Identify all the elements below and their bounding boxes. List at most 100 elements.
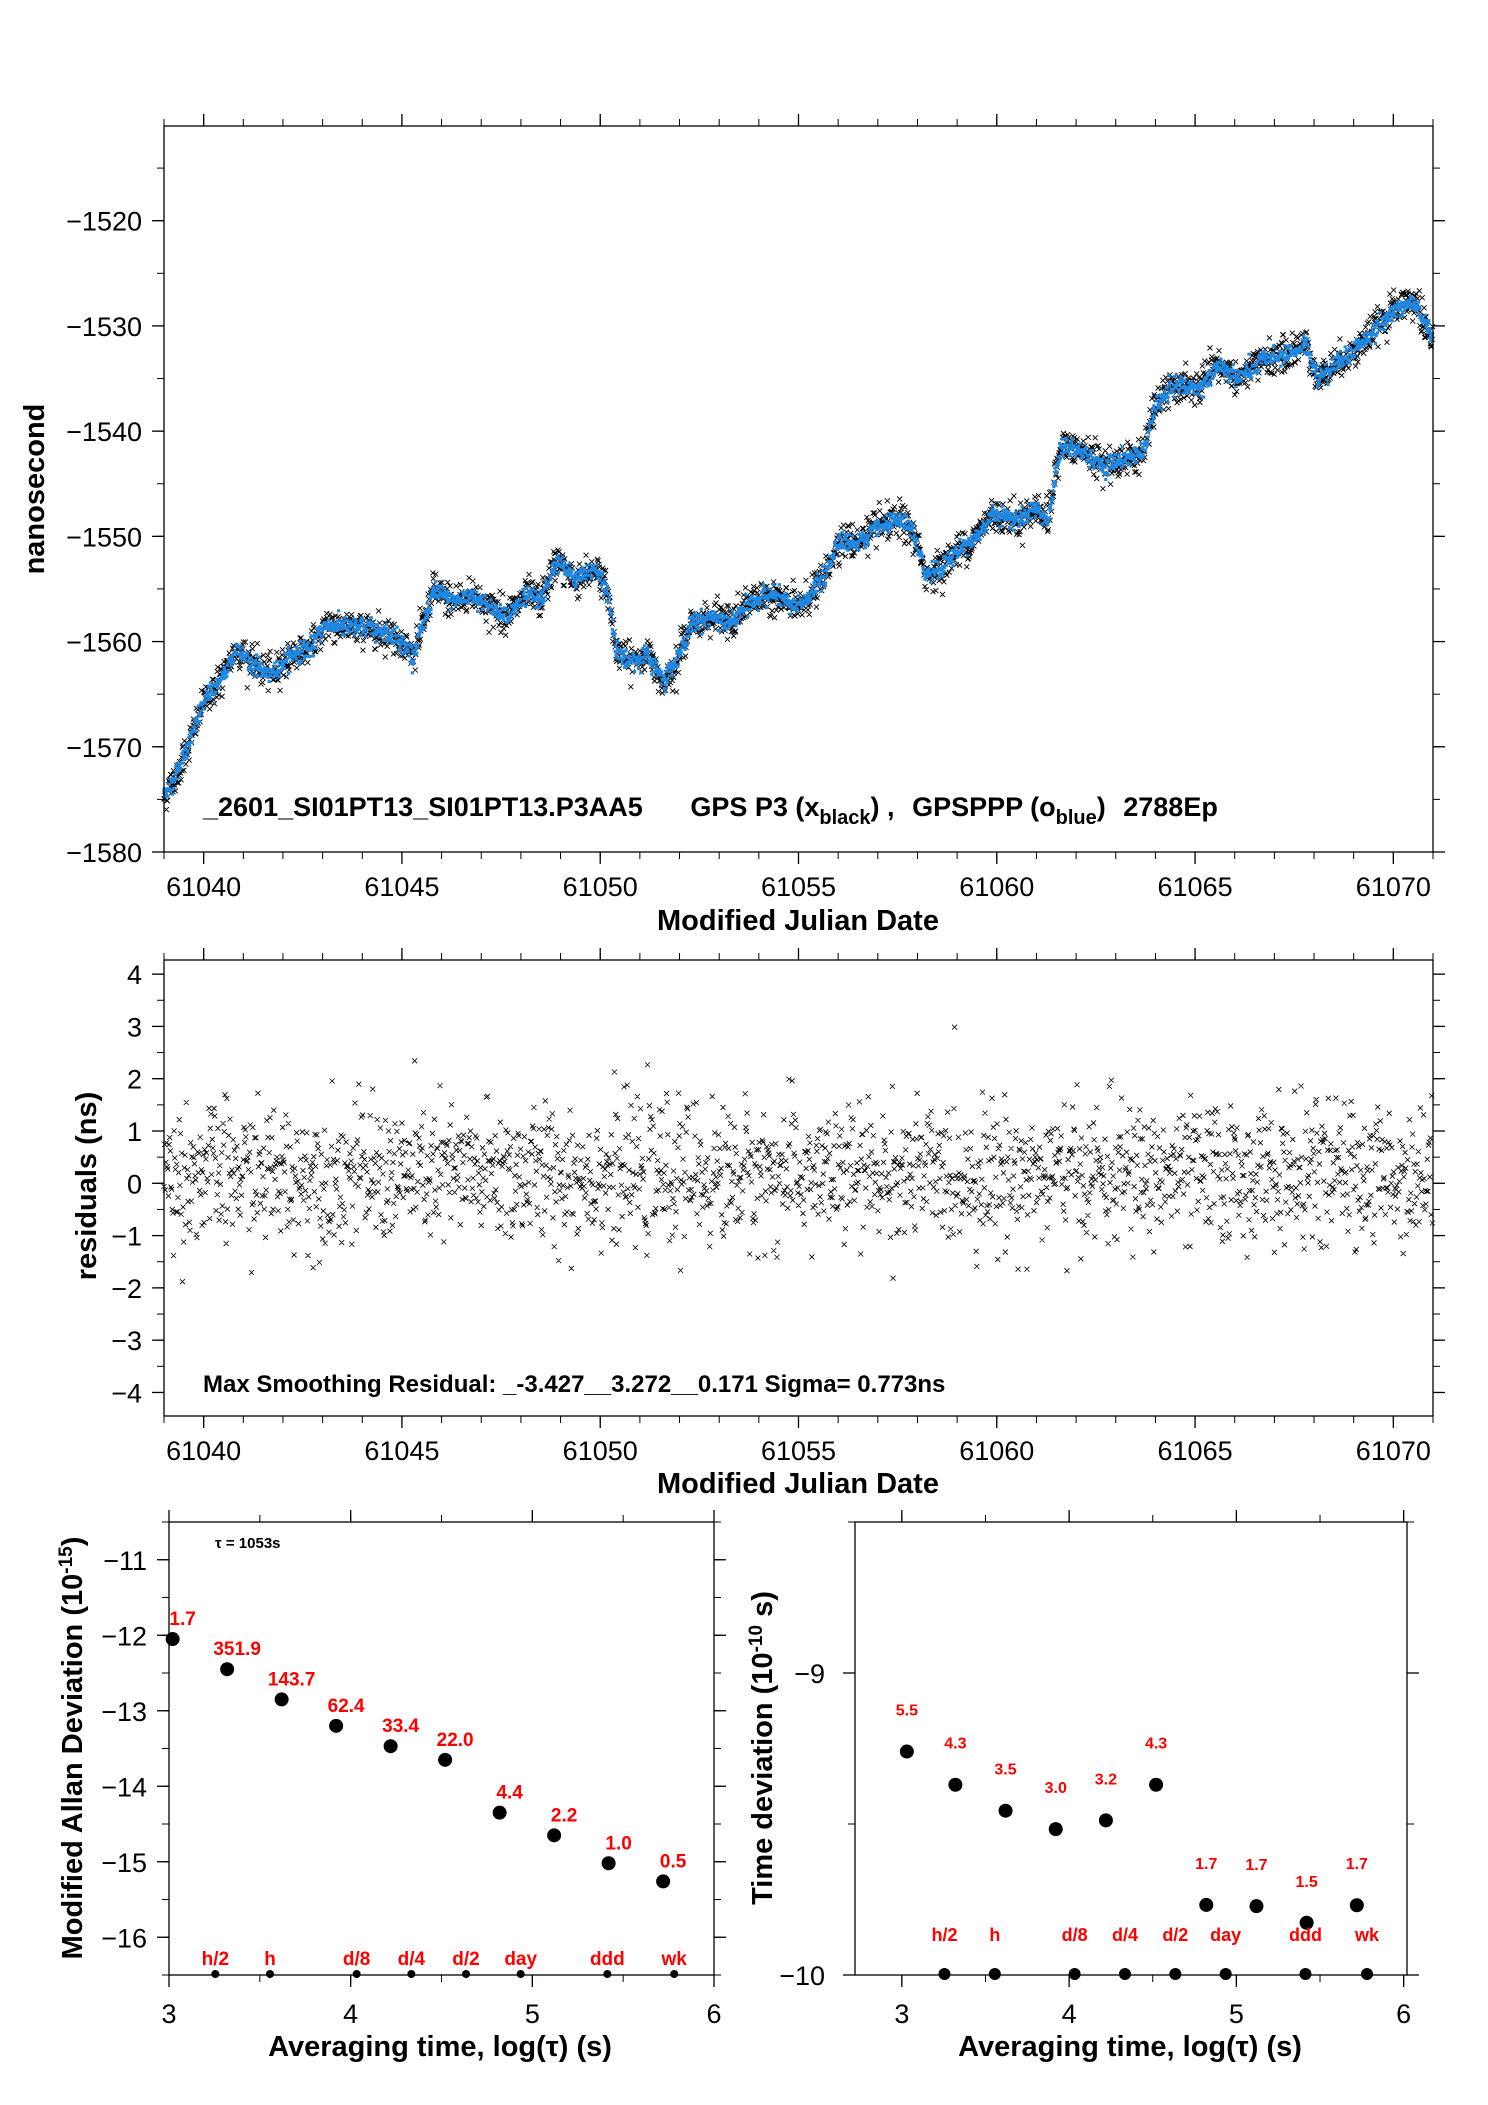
y-tick-label: −15 bbox=[101, 1848, 147, 1878]
x-tick-label: 61060 bbox=[959, 1436, 1034, 1466]
x-tick-label: 61070 bbox=[1356, 872, 1431, 902]
tdev-chart: 3 4 5 6 −9 −10 5.5 4.3 3.5 3.0 3.2 4.3 1.7 1.7 1.5 1.7… bbox=[746, 1510, 1419, 2063]
data-point bbox=[1249, 1899, 1264, 1914]
data-point bbox=[220, 1662, 235, 1677]
point-label: 4.4 bbox=[496, 1783, 523, 1804]
time-marker-label: d/2 bbox=[1162, 1925, 1188, 1945]
data-point bbox=[438, 1752, 453, 1767]
y-tick-label: −1530 bbox=[66, 312, 142, 342]
point-label: 3.0 bbox=[1045, 1780, 1067, 1797]
time-marker-label: d/8 bbox=[1062, 1925, 1088, 1945]
point-label: 4.3 bbox=[944, 1736, 966, 1753]
mdev-y-axis-label: Modified Allan Deviation (10-15) bbox=[56, 1537, 89, 1960]
x-tick-label: 61060 bbox=[959, 872, 1034, 902]
mdev-axes: 3 4 5 6 −11 −12 −13 −14 −15 −16 bbox=[101, 1510, 726, 2029]
point-label: 351.9 bbox=[213, 1639, 261, 1660]
time-marker-dot bbox=[516, 1970, 525, 1978]
phase-chart: 61040 61045 61050 61055 61060 61065 61070 −1520… bbox=[19, 114, 1445, 937]
time-marker-dot bbox=[1118, 1968, 1131, 1980]
time-marker-label: wk bbox=[1354, 1925, 1380, 1945]
point-label: 4.3 bbox=[1145, 1736, 1167, 1753]
residuals-axes: 61040 61045 61050 61055 61060 61065 61070 4 3 2 1 0… bbox=[111, 948, 1445, 1466]
residuals-y-axis-label: residuals (ns) bbox=[71, 1092, 103, 1281]
point-label: 0.5 bbox=[660, 1851, 687, 1872]
x-tick-label: 61045 bbox=[364, 1436, 439, 1466]
time-marker-label: h/2 bbox=[202, 1949, 229, 1970]
x-tick-label: 61065 bbox=[1158, 872, 1233, 902]
data-point bbox=[601, 1856, 616, 1871]
point-label: 1.7 bbox=[1346, 1856, 1368, 1873]
x-tick-label: 61050 bbox=[563, 872, 638, 902]
time-marker-dot bbox=[1219, 1968, 1232, 1980]
time-marker-dot bbox=[988, 1968, 1001, 1980]
data-point bbox=[1299, 1915, 1314, 1930]
y-tick-label: −13 bbox=[101, 1697, 147, 1727]
time-marker-label: h/2 bbox=[931, 1925, 957, 1945]
y-tick-label: −12 bbox=[101, 1621, 147, 1651]
y-tick-label: 4 bbox=[127, 960, 142, 990]
point-label: 22.0 bbox=[437, 1730, 474, 1751]
tdev-axes: 3 4 5 6 −9 −10 bbox=[779, 1510, 1419, 2029]
time-marker-label: d/4 bbox=[398, 1949, 426, 1970]
point-label: 143.7 bbox=[268, 1669, 316, 1690]
time-marker-label: ddd bbox=[590, 1949, 625, 1970]
y-tick-label: −2 bbox=[111, 1274, 142, 1304]
point-label: 3.5 bbox=[994, 1762, 1016, 1779]
x-tick-label: 3 bbox=[894, 1999, 909, 2029]
point-label: 1.5 bbox=[1296, 1874, 1318, 1891]
x-tick-label: 5 bbox=[525, 1999, 540, 2029]
time-marker-dot bbox=[1361, 1968, 1374, 1980]
time-marker-dot bbox=[1299, 1968, 1312, 1980]
x-tick-label: 61050 bbox=[563, 1436, 638, 1466]
point-label: 2.2 bbox=[551, 1805, 577, 1826]
time-marker-label: day bbox=[504, 1949, 537, 1970]
x-tick-label: 61055 bbox=[761, 872, 836, 902]
time-marker-dot bbox=[407, 1970, 416, 1978]
y-tick-label: −4 bbox=[111, 1378, 142, 1408]
tdev-plot-frame bbox=[854, 1521, 1408, 1976]
time-marker-dot bbox=[211, 1970, 220, 1978]
data-point bbox=[998, 1803, 1013, 1818]
point-label: 1.7 bbox=[169, 1609, 195, 1630]
y-tick-label: −3 bbox=[111, 1326, 142, 1356]
x-tick-label: 61040 bbox=[166, 872, 241, 902]
time-marker-label: wk bbox=[661, 1949, 688, 1970]
y-tick-label: 2 bbox=[127, 1065, 142, 1095]
data-point bbox=[547, 1828, 562, 1843]
time-marker-label: ddd bbox=[1289, 1925, 1322, 1945]
tau-annotation: τ = 1053s bbox=[215, 1535, 281, 1552]
tdev-y-axis-label: Time deviation (10-10 s) bbox=[746, 1591, 779, 1905]
y-tick-label: −11 bbox=[103, 1546, 147, 1576]
x-tick-label: 61065 bbox=[1158, 1436, 1233, 1466]
x-tick-label: 61040 bbox=[166, 1436, 241, 1466]
data-point bbox=[329, 1718, 344, 1733]
x-tick-label: 4 bbox=[343, 1999, 358, 2029]
y-tick-label: 3 bbox=[127, 1012, 142, 1042]
data-point bbox=[656, 1874, 671, 1889]
x-tick-label: 61070 bbox=[1356, 1436, 1431, 1466]
residuals-chart: 61040 61045 61050 61055 61060 61065 61070 4 3 2 1 0… bbox=[71, 948, 1445, 1500]
phase-y-axis-label: nanosecond bbox=[19, 404, 51, 575]
data-point bbox=[274, 1692, 289, 1707]
x-tick-label: 6 bbox=[706, 1999, 721, 2029]
y-tick-label: −16 bbox=[101, 1923, 147, 1953]
x-tick-label: 6 bbox=[1396, 1999, 1411, 2029]
y-tick-label: −1560 bbox=[66, 628, 142, 658]
x-tick-label: 61055 bbox=[761, 1436, 836, 1466]
time-marker-dot bbox=[1068, 1968, 1081, 1980]
data-point bbox=[1098, 1813, 1113, 1828]
time-marker-dot bbox=[266, 1970, 275, 1978]
time-marker-dot bbox=[938, 1968, 951, 1980]
y-tick-label: −10 bbox=[779, 1961, 825, 1991]
data-point bbox=[1149, 1777, 1164, 1792]
time-marker-dot bbox=[670, 1970, 679, 1978]
residuals-x-axis-label: Modified Julian Date bbox=[657, 1468, 939, 1500]
time-marker-label: h bbox=[264, 1949, 276, 1970]
data-point bbox=[1349, 1898, 1364, 1913]
y-tick-label: −1540 bbox=[66, 417, 142, 447]
tdev-x-axis-label: Averaging time, log(τ) (s) bbox=[958, 2031, 1302, 2063]
mdev-chart: 3 4 5 6 −11 −12 −13 −14 −15 −16 1.7 351.9 143.7 62.4… bbox=[56, 1510, 726, 2063]
mdev-x-axis-label: Averaging time, log(τ) (s) bbox=[268, 2031, 612, 2063]
x-tick-label: 61045 bbox=[364, 872, 439, 902]
